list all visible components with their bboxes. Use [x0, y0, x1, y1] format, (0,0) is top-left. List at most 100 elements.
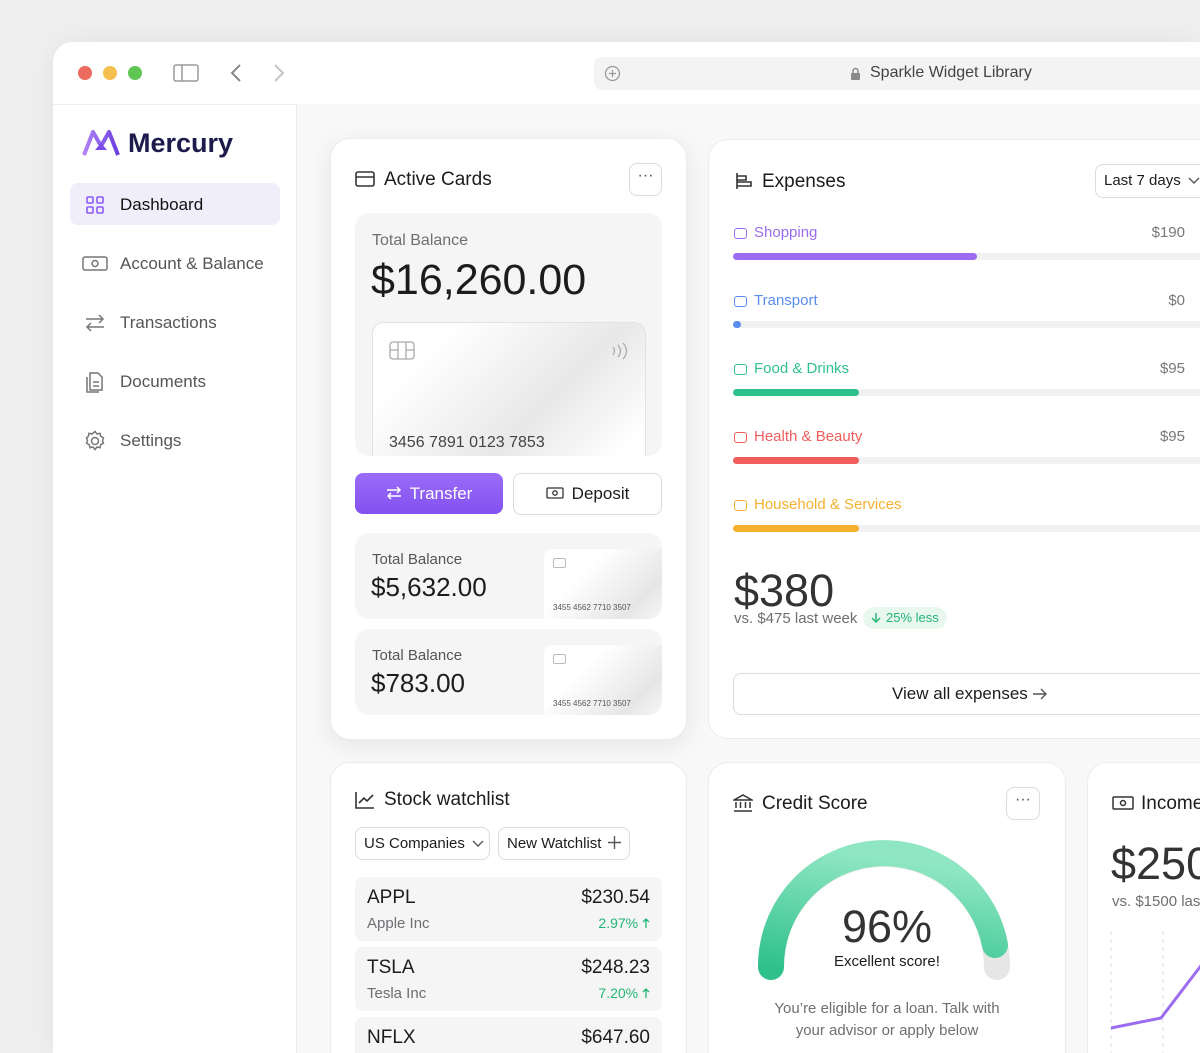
expenses-icon [736, 173, 752, 189]
deposit-button[interactable]: Deposit [513, 473, 662, 515]
transfer-button[interactable]: Transfer [355, 473, 503, 514]
new-watchlist-label: New Watchlist [507, 835, 602, 852]
category-icon [734, 228, 747, 239]
mini-card-balance: $5,632.00 [371, 572, 487, 602]
mini-card-number: 3455 4562 7710 3507 [553, 699, 631, 708]
progress-track [733, 389, 1200, 396]
balance-value: $16,260.00 [371, 256, 587, 304]
chip-icon [553, 654, 566, 664]
income-card: Income $250 vs. $1500 last [1087, 762, 1200, 1053]
gauge-fill [757, 840, 1008, 980]
view-all-label: View all expenses [892, 684, 1028, 703]
logo-text: Mercury [128, 128, 234, 158]
category-icon [734, 500, 747, 511]
card-icon [355, 171, 375, 187]
balance-panel: Total Balance $16,260.00 3456 7891 0123 … [355, 213, 662, 456]
chevron [472, 840, 484, 847]
minimize-button[interactable] [103, 66, 117, 80]
stock-row[interactable]: TSLA Tesla Inc $248.23 7.20% [355, 947, 662, 1011]
nav-icon [86, 196, 104, 214]
price: $248.23 [581, 957, 650, 978]
change-value: 7.20% [598, 985, 639, 1001]
up-arrow [642, 988, 650, 998]
mini-card-balance: $783.00 [371, 668, 465, 698]
category-icon [734, 364, 747, 375]
more-button[interactable]: ··· [629, 163, 662, 196]
chip-icon [389, 341, 415, 360]
nav-icon [86, 372, 103, 393]
bank-icon [733, 794, 753, 812]
mini-card-graphic: 3455 4562 7710 3507 [544, 549, 662, 619]
income-amount: $250 [1111, 838, 1200, 889]
company: Tesla Inc [367, 985, 427, 1002]
nav-icon [85, 314, 105, 332]
nav-active-bg [70, 183, 280, 225]
progress-bar [733, 389, 859, 396]
more-button[interactable]: ··· [1006, 787, 1040, 820]
nav-icon [85, 430, 105, 451]
stock-card: Stock watchlist US Companies New Watchli… [330, 762, 687, 1053]
transfer-icon [386, 486, 401, 500]
sidebar-toggle[interactable] [173, 64, 199, 82]
category-amount: $0 [1168, 292, 1185, 309]
progress-track [733, 525, 1200, 532]
expenses-card: Expenses Last 7 days $380 vs. $475 last … [708, 139, 1200, 739]
address-bar[interactable]: Sparkle Widget Library [594, 57, 1200, 90]
transfer-label: Transfer [409, 484, 473, 503]
progress-track [733, 321, 1200, 328]
category-amount: $95 [1159, 360, 1185, 377]
card-title: Credit Score [762, 793, 868, 814]
forward-button[interactable] [272, 63, 286, 83]
view-all-button[interactable]: View all expenses [733, 673, 1200, 715]
score-message: You’re eligible for a loan. Talk with yo… [774, 1000, 1000, 1039]
mini-card-label: Total Balance [372, 551, 463, 568]
stock-row[interactable]: NFLX $647.60 [355, 1017, 662, 1053]
plus-icon [608, 836, 622, 849]
title-bar: Sparkle Widget Library [53, 42, 1200, 105]
company: Apple Inc [367, 915, 430, 932]
deposit-icon [546, 487, 564, 499]
stock-row[interactable]: APPL Apple Inc $230.54 2.97% [355, 877, 662, 941]
nav-item[interactable]: Dashboard [120, 195, 204, 214]
ticker: TSLA [367, 957, 415, 978]
ticker: NFLX [367, 1027, 416, 1048]
chevron [1188, 177, 1200, 184]
nav-item[interactable]: Documents [120, 372, 206, 391]
card-title: Stock watchlist [384, 789, 510, 810]
income-comparison: vs. $1500 last [1112, 893, 1200, 910]
price: $647.60 [581, 1027, 650, 1048]
nav-icon [82, 256, 108, 271]
score-rating: Excellent score! [834, 953, 940, 970]
zoom-button[interactable] [128, 66, 142, 80]
card-number: 3456 7891 0123 7853 [389, 434, 545, 451]
mini-card: Total Balance $783.00 3455 4562 7710 350… [355, 629, 662, 715]
close-button[interactable] [78, 66, 92, 80]
sidebar: Mercury Dashboard Account & Balance Tran… [53, 104, 297, 1053]
lock-icon [851, 67, 860, 80]
credit-card-widget: Credit Score ··· 96% Excellent score! Yo… [708, 762, 1066, 1053]
category-name: Transport [754, 292, 818, 309]
deposit-label: Deposit [571, 484, 630, 503]
browser-window: Sparkle Widget Library Mercury Dashboard… [53, 42, 1200, 1053]
nav-item[interactable]: Settings [120, 431, 182, 450]
nav-item[interactable]: Account & Balance [120, 254, 264, 273]
back-button[interactable] [229, 63, 243, 83]
period-label: Last 7 days [1104, 172, 1181, 189]
category-name: Household & Services [754, 496, 902, 513]
change-label: 25% less [886, 610, 939, 625]
new-watchlist-button[interactable]: New Watchlist [498, 827, 630, 860]
progress-bar [733, 253, 977, 260]
mini-card-number: 3455 4562 7710 3507 [553, 603, 631, 612]
category-name: Health & Beauty [754, 428, 863, 445]
period-select[interactable]: Last 7 days [1095, 164, 1200, 198]
category-amount: $190 [1151, 224, 1185, 241]
price: $230.54 [581, 887, 650, 908]
change: 2.97% [598, 915, 650, 931]
income-chart [1110, 931, 1200, 1053]
progress-bar [733, 525, 859, 532]
balance-label: Total Balance [372, 232, 469, 249]
nav-item[interactable]: Transactions [120, 313, 217, 332]
income-icon [1112, 796, 1134, 810]
filter-select[interactable]: US Companies [355, 827, 490, 860]
score-value: 96% [841, 901, 933, 952]
